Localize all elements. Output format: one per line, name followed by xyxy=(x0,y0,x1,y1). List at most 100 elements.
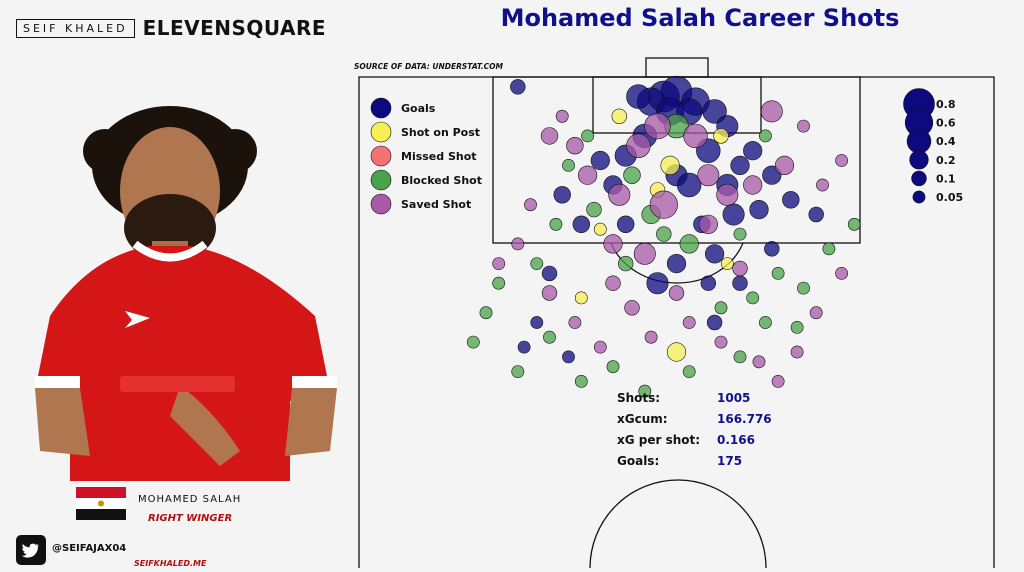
saved-shot-point xyxy=(568,316,582,329)
saved-shot-point xyxy=(649,190,678,219)
blocked-shot-point xyxy=(562,158,575,172)
chart-title: Mohamed Salah Career Shots xyxy=(500,4,900,32)
size-legend-label: 0.6 xyxy=(936,117,956,130)
blocked-shot-point xyxy=(479,306,493,320)
saved-shot-point xyxy=(774,155,795,175)
saved-shot-point xyxy=(555,109,569,123)
twitter-icon xyxy=(16,535,46,565)
goals-point xyxy=(702,99,727,124)
blocked-shot-point xyxy=(733,350,747,364)
blocked-shot-point xyxy=(466,335,480,349)
saved-shot-point xyxy=(540,127,559,145)
stat-xgcum-value: 166.776 xyxy=(717,412,772,426)
legend-label-goals: Goals xyxy=(401,102,436,115)
size-legend-marker xyxy=(911,170,927,187)
shot-on-post-point xyxy=(611,108,627,125)
size-legend-label: 0.05 xyxy=(936,191,963,204)
player-photo xyxy=(35,106,337,481)
goals-point xyxy=(730,155,750,175)
saved-shot-point xyxy=(668,285,685,301)
legend-label-saved-shot: Saved Shot xyxy=(401,198,471,211)
goals-point xyxy=(553,186,571,204)
goals-point xyxy=(732,275,748,291)
blocked-shot-point xyxy=(679,234,699,254)
saved-shot-point xyxy=(644,112,671,140)
goals-point xyxy=(517,340,531,354)
blocked-shot-point xyxy=(714,301,728,315)
blocked-shot-point xyxy=(492,276,506,290)
brand-header: SEIF KHALED ELEVENSQUARE xyxy=(16,16,326,40)
blocked-shot-point xyxy=(797,281,810,295)
egypt-flag-icon xyxy=(76,487,126,520)
goals-point xyxy=(764,241,780,257)
saved-shot-point xyxy=(835,266,848,280)
saved-shot-point xyxy=(683,123,708,149)
saved-shot-point xyxy=(697,164,720,187)
legend-label-missed-shot: Missed Shot xyxy=(401,150,477,163)
saved-shot-point xyxy=(732,260,748,277)
saved-shot-point xyxy=(603,234,623,254)
data-source: SOURCE OF DATA: UNDERSTAT.COM xyxy=(354,62,503,71)
legend-marker-shot-on-post xyxy=(370,121,392,143)
shot-type-legend: Goals Shot on Post Missed Shot Blocked Shot… xyxy=(370,97,482,215)
shot-on-post-point xyxy=(660,155,680,175)
size-legend-marker xyxy=(906,129,932,154)
size-legend-label: 0.1 xyxy=(936,172,956,185)
saved-shot-point xyxy=(752,355,766,369)
blocked-shot-point xyxy=(682,365,696,378)
legend-marker-saved-shot xyxy=(370,193,392,215)
shot-on-post-point xyxy=(720,257,734,270)
blocked-shot-point xyxy=(847,217,861,231)
blocked-shot-point xyxy=(771,266,785,280)
saved-shot-point xyxy=(835,154,848,167)
goals-point xyxy=(530,316,544,329)
goals-point xyxy=(722,203,745,226)
saved-shot-point xyxy=(771,374,785,388)
blocked-shot-point xyxy=(581,129,594,143)
goal-frame xyxy=(645,57,709,78)
stat-shots-value: 1005 xyxy=(717,391,751,405)
blocked-shot-point xyxy=(530,257,544,270)
goals-point xyxy=(782,191,800,209)
goals-point xyxy=(616,215,635,234)
saved-shot-point xyxy=(633,242,656,265)
legend-label-blocked-shot: Blocked Shot xyxy=(401,174,482,187)
goals-point xyxy=(700,275,716,291)
saved-shot-point xyxy=(605,275,621,291)
saved-shot-point xyxy=(797,119,810,133)
goals-point xyxy=(706,314,723,331)
saved-shot-point xyxy=(524,198,537,212)
blocked-shot-point xyxy=(623,166,641,184)
saved-shot-point xyxy=(760,100,783,123)
saved-shot-point xyxy=(593,340,607,354)
twitter-handle[interactable]: @SEIFAJAX04 xyxy=(52,543,127,554)
blocked-shot-point xyxy=(746,291,760,305)
goals-point xyxy=(572,215,590,234)
blocked-shot-point xyxy=(822,242,836,256)
stat-goals-label: Goals: xyxy=(617,454,660,468)
blocked-shot-point xyxy=(638,384,652,398)
blocked-shot-point xyxy=(511,365,525,378)
saved-shot-point xyxy=(511,237,525,251)
saved-shot-point xyxy=(626,133,651,158)
shot-on-post-point xyxy=(666,342,687,362)
size-legend-marker xyxy=(912,190,926,204)
player-name: MOHAMED SALAH xyxy=(138,494,242,505)
goals-point xyxy=(590,150,610,171)
website-link[interactable]: SEIFKHALED.ME xyxy=(134,559,207,568)
saved-shot-point xyxy=(716,183,739,206)
blocked-shot-point xyxy=(617,255,634,272)
legend-marker-goals xyxy=(370,97,392,119)
size-legend-marker xyxy=(909,150,929,170)
shot-on-post-point xyxy=(713,128,729,144)
goals-point xyxy=(510,79,526,95)
goals-point xyxy=(749,200,769,220)
saved-shot-point xyxy=(682,316,696,329)
blocked-shot-point xyxy=(543,330,556,344)
goals-point xyxy=(562,350,575,364)
saved-shot-point xyxy=(608,183,631,206)
goals-point xyxy=(676,172,702,198)
saved-shot-point xyxy=(492,257,506,270)
blocked-shot-point xyxy=(733,227,747,241)
